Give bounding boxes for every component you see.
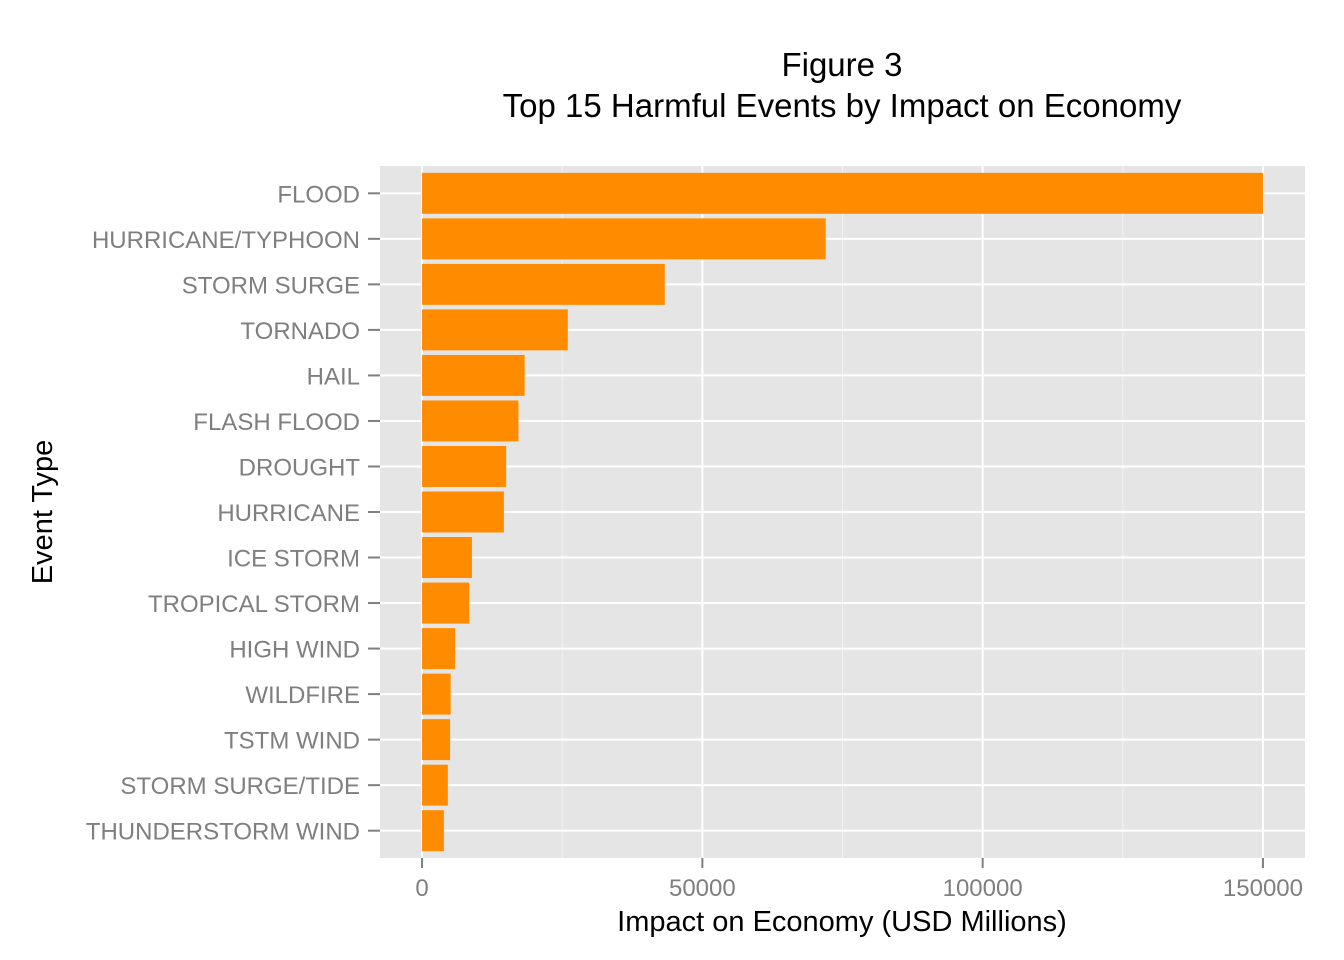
bar-thunderstorm-wind [422,810,444,852]
bar-wildfire [422,673,451,715]
bar-tornado [422,309,568,351]
y-tick-label: THUNDERSTORM WIND [86,819,360,846]
x-tick-label: 100000 [943,875,1023,902]
y-axis: FLOOD HURRICANE/TYPHOON STORM SURGE TORNADO… [86,181,380,846]
y-tick-label: ICE STORM [227,546,360,573]
x-axis: 0 50000 100000 150000 [415,858,1303,902]
y-tick-label: TROPICAL STORM [148,591,360,618]
bar-storm-surge [422,263,665,305]
x-tick-label: 150000 [1223,875,1303,902]
y-tick-label: HURRICANE [217,500,360,527]
y-tick-label: WILDFIRE [245,682,360,709]
bar-flood [422,172,1263,214]
bars [422,172,1263,852]
y-tick-label: TORNADO [240,318,360,345]
y-tick-label: STORM SURGE [182,272,360,299]
y-tick-label: FLASH FLOOD [193,409,360,436]
bar-tropical-storm [422,582,470,624]
bar-ice-storm [422,537,472,579]
y-tick-label: FLOOD [277,181,360,208]
x-tick-label: 0 [415,875,428,902]
x-tick-label: 50000 [669,875,736,902]
x-axis-title: Impact on Economy (USD Millions) [617,906,1067,938]
chart-title-line1: Figure 3 [781,46,902,83]
bar-hurricane [422,491,504,533]
y-tick-label: HAIL [307,363,360,390]
y-tick-label: TSTM WIND [224,728,360,755]
chart-title-line2: Top 15 Harmful Events by Impact on Econo… [503,87,1182,124]
y-axis-title: Event Type [27,440,59,585]
y-tick-label: HIGH WIND [229,637,360,664]
y-tick-label: STORM SURGE/TIDE [120,773,360,800]
bar-tstm-wind [422,719,451,761]
bar-flash-flood [422,400,519,442]
bar-hail [422,354,525,396]
y-tick-label: DROUGHT [239,454,361,481]
bar-drought [422,445,507,487]
y-tick-label: HURRICANE/TYPHOON [92,227,360,254]
bar-high-wind [422,628,456,670]
bar-storm-surge-tide [422,764,448,806]
bar-hurricane-typhoon [422,218,826,260]
